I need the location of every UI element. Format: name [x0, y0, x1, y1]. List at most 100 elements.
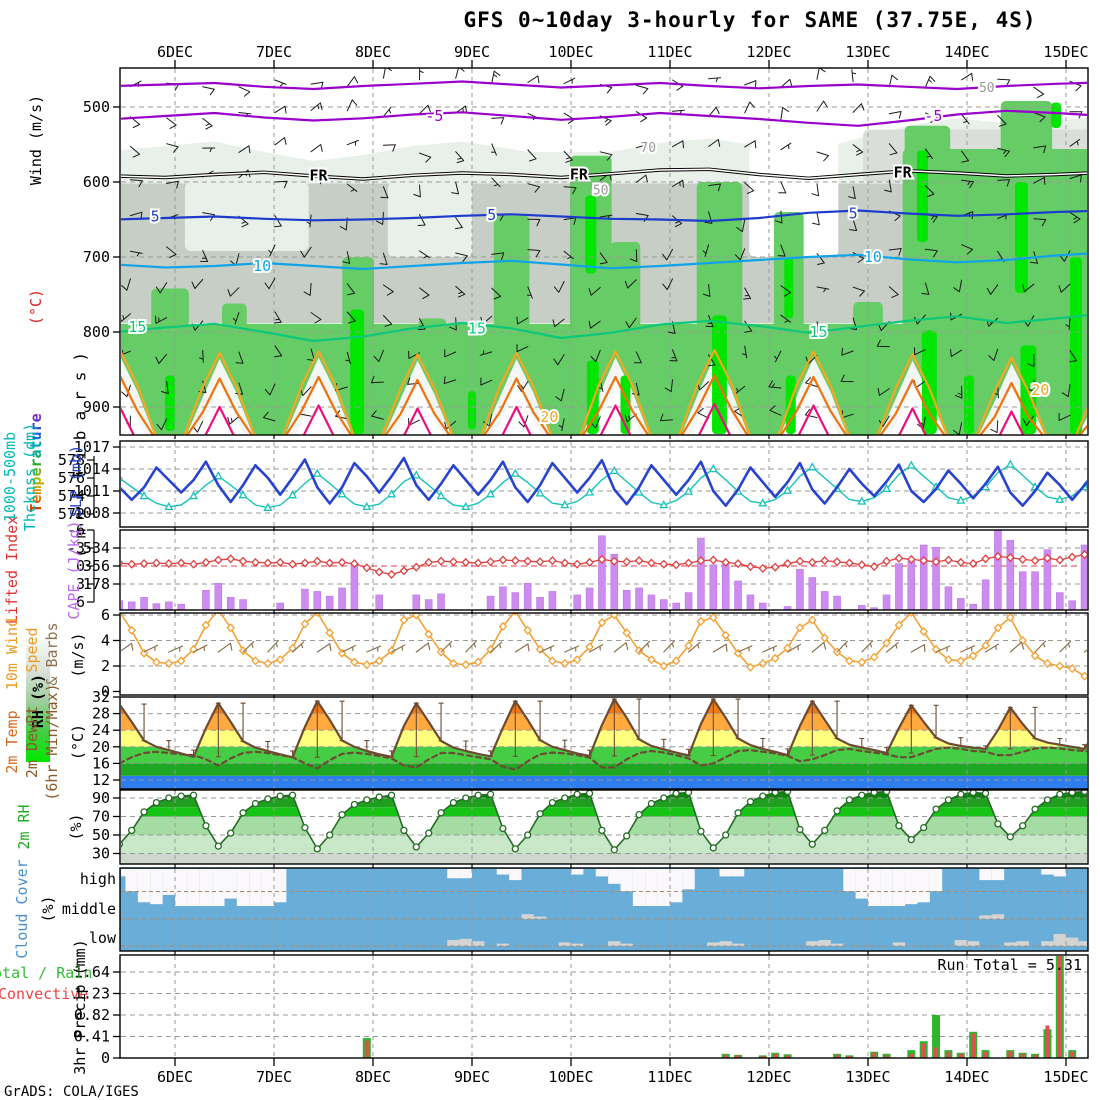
axis-label-lifted-index: Lifted Index	[3, 515, 21, 625]
axis-label-2m-temp: 2m Temp	[3, 710, 21, 774]
rh-tick: 30	[92, 845, 110, 863]
contour-label: 10	[864, 248, 882, 266]
li-tick: -3	[67, 539, 85, 557]
precip-tick: 0.41	[74, 1027, 110, 1045]
wind-speed-line	[121, 613, 1087, 681]
axis-label-2m-dewpt: 2m DewPt	[23, 705, 41, 779]
slp-tick: 1017	[74, 438, 110, 456]
date-label-top: 9DEC	[454, 43, 490, 61]
date-label-top: 15DEC	[1043, 43, 1088, 61]
axis-label-thickness-2: Thcknss (dm)	[21, 422, 39, 532]
thickness-tick: 572	[58, 505, 85, 523]
contour-label: -5	[425, 107, 443, 125]
date-label-top: 12DEC	[746, 43, 791, 61]
axis-label-rh-units: (%)	[67, 813, 85, 841]
precip-tick: 0.82	[74, 1006, 110, 1024]
date-label-bottom: 7DEC	[256, 1068, 292, 1086]
temp-tick: 28	[92, 705, 110, 723]
date-label-bottom: 11DEC	[647, 1068, 692, 1086]
panel1-frame: 500 600 700 800 900 6DEC 7DEC 8DEC 9DEC 10DEC 11DE…	[83, 43, 1089, 439]
date-label-bottom: 9DEC	[454, 1068, 490, 1086]
rh-contour-label: 50	[979, 81, 995, 96]
axis-label-wind-ms: Wind (m/s)	[27, 94, 45, 186]
cloud-row-middle: middle	[61, 900, 116, 918]
cape-tick: 534	[83, 539, 110, 557]
precip-legend-convective: Convective	[0, 985, 89, 1003]
cloud-row-low: low	[88, 929, 116, 947]
contour-label: FR	[310, 166, 329, 184]
cape-tick: 178	[83, 575, 110, 593]
contour-label: 5	[849, 205, 858, 223]
contour-label: 5	[151, 208, 160, 226]
pressure-tick: 800	[83, 323, 110, 341]
slp-tick: 1008	[74, 504, 110, 522]
wind-tick: 2	[101, 657, 110, 675]
axis-label-precip: 3hr Precip (mm)	[71, 939, 89, 1075]
axis-label-cloud-cover: Cloud Cover	[13, 859, 31, 959]
contour-label: -5	[924, 107, 942, 125]
upper-contours: 70 50 50 -5 -5 FR FR FR 5 5 5 10 10 15 15 15 20 20	[121, 79, 1087, 435]
temp-tick: 12	[92, 771, 110, 789]
date-label-top: 10DEC	[548, 43, 593, 61]
date-label-bottom: 10DEC	[548, 1068, 593, 1086]
date-label-top: 6DEC	[157, 43, 193, 61]
run-total-label: Run Total = 5.31	[937, 956, 1083, 974]
axis-label-wind-units: (m/s)	[69, 632, 87, 678]
date-label-bottom: 13DEC	[845, 1068, 890, 1086]
date-label-top: 8DEC	[355, 43, 391, 61]
axis-label-2m-rh: 2m RH	[15, 804, 33, 850]
axis-label-degc: (°C)	[27, 288, 45, 326]
contour-label: 5	[487, 206, 496, 224]
temp-tick: 16	[92, 754, 110, 772]
page-title: GFS 0~10day 3-hourly for SAME (37.75E, 4…	[463, 8, 1037, 32]
rh-tick: 90	[92, 789, 110, 807]
contour-label: FR	[894, 163, 913, 181]
wind-tick: 4	[101, 632, 110, 650]
panel-precip	[121, 956, 1087, 1057]
contour-label: 10	[253, 257, 271, 275]
temp-tick: 20	[92, 738, 110, 756]
precip-tick: 1.64	[74, 963, 110, 981]
axis-label-barbs: & Barbs	[43, 622, 61, 686]
axis-label-slp: SLP (mb)	[67, 444, 85, 518]
contour-label: 15	[809, 323, 827, 341]
rh-line	[121, 790, 1087, 854]
panel-slp-thickness	[121, 442, 1087, 526]
precip-tick: 0	[101, 1049, 110, 1067]
axis-label-cape: CAPE (J/kg)	[65, 520, 83, 620]
panel8-frame: 1.64 1.23 0.82 0.41 0 6DEC 7DEC 8DEC 9DEC 10DEC 11…	[74, 954, 1089, 1086]
slp-tick: 1014	[74, 460, 110, 478]
pressure-tick: 500	[83, 98, 110, 116]
thickness-tick: 576	[58, 469, 85, 487]
slp-thickness-series	[121, 456, 1087, 511]
wind-tick: 0	[101, 683, 110, 701]
axis-label-minmax: (6hr Min/Max)	[43, 683, 61, 801]
date-label-bottom: 12DEC	[746, 1068, 791, 1086]
cape-tick: 356	[83, 557, 110, 575]
contour-label: FR	[570, 166, 589, 184]
panel4-frame: 6 4 2 0	[101, 606, 1089, 701]
axis-label-speed: Speed	[23, 627, 41, 673]
axis-label-temp-units: (°C)	[69, 723, 87, 761]
rh-tick: 70	[92, 808, 110, 826]
contour-label: 15	[128, 318, 146, 336]
contour-label: 20	[540, 408, 558, 426]
panel-2m-rh	[121, 791, 1087, 864]
cloud-row-high: high	[79, 870, 116, 888]
date-label-top: 11DEC	[647, 43, 692, 61]
10m-wind-barbs	[121, 640, 1087, 653]
rh-contour-label: 70	[640, 141, 656, 156]
precip-bars	[362, 956, 1077, 1058]
li-tick: -6	[67, 521, 85, 539]
precip-legend-total: Total / Rain	[0, 964, 93, 982]
temp-tick: 24	[92, 721, 110, 739]
contour-label: 20	[1031, 381, 1049, 399]
panel-2m-temp	[121, 698, 1087, 789]
slp-tick: 1011	[74, 482, 110, 500]
date-label-top: 14DEC	[944, 43, 989, 61]
panel-upper-air	[121, 68, 1087, 435]
